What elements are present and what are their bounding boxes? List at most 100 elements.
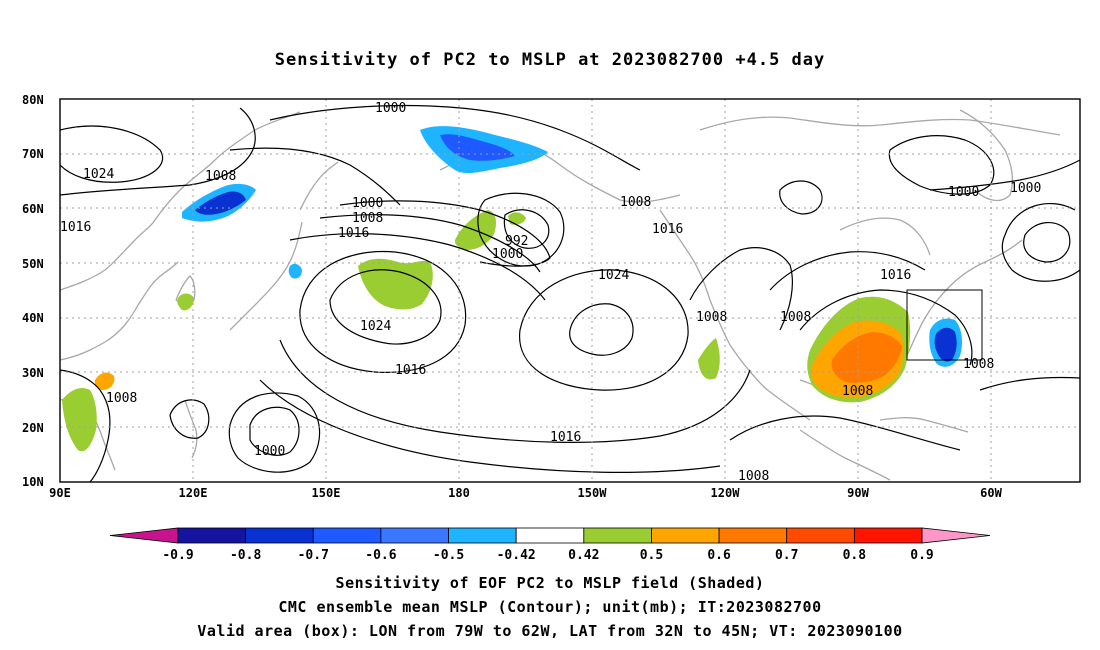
contour-na-1008 bbox=[689, 247, 793, 331]
shade-atlantic-blue-core bbox=[934, 327, 957, 362]
caption-line-2: CMC ensemble mean MSLP (Contour); unit(m… bbox=[278, 598, 822, 616]
contour-small-low-na bbox=[779, 180, 823, 215]
lon-label: 60W bbox=[980, 486, 1002, 500]
contour-label: 1000 bbox=[254, 444, 285, 459]
colorbar-tick-label: 0.9 bbox=[910, 548, 933, 563]
latitude-labels: 80N 70N 60N 50N 40N 30N 20N 10N bbox=[22, 93, 44, 489]
coast-kamchatka bbox=[299, 161, 339, 211]
colorbar-tick-label: -0.6 bbox=[365, 548, 396, 563]
lat-label: 30N bbox=[22, 366, 44, 380]
contour-na-1008-east bbox=[799, 289, 973, 366]
contour-north-1008 bbox=[229, 147, 401, 206]
colorbar-swatch bbox=[718, 527, 788, 544]
shade-okhotsk-blue-core bbox=[195, 191, 246, 215]
coast-caribbean bbox=[879, 417, 969, 433]
contour-wide-1016 bbox=[279, 339, 751, 443]
shade-na-darkorange bbox=[831, 332, 902, 383]
colorbar-tick-label: 0.5 bbox=[640, 548, 663, 563]
contour-label: 1008 bbox=[842, 384, 873, 399]
contour-label: 1024 bbox=[598, 268, 629, 283]
graticule bbox=[60, 99, 1080, 482]
valid-area-box bbox=[906, 289, 983, 361]
lat-label: 40N bbox=[22, 311, 44, 325]
lon-label: 150W bbox=[578, 486, 608, 500]
contour-tropic-1016-east bbox=[979, 376, 1080, 391]
contour-low-1008-tropic bbox=[228, 392, 321, 473]
colorbar-swatch bbox=[245, 527, 314, 544]
contour-label: 1008 bbox=[780, 310, 811, 325]
lon-label: 150E bbox=[312, 486, 341, 500]
contour-india-1008 bbox=[60, 369, 111, 482]
contour-label: 1000 bbox=[352, 196, 383, 211]
shade-baja-green bbox=[698, 338, 720, 380]
contour-high-1024-central bbox=[519, 269, 689, 391]
colorbar-arrow-right bbox=[921, 527, 991, 544]
contour-label: 1008 bbox=[738, 469, 769, 484]
colorbar-swatch bbox=[177, 527, 247, 544]
contour-label: 1008 bbox=[696, 310, 727, 325]
contour-wide-1008 bbox=[259, 379, 721, 474]
colorbar-tick-label: -0.7 bbox=[298, 548, 329, 563]
contour-low-992 bbox=[503, 209, 550, 249]
shade-india-green bbox=[62, 388, 97, 452]
chart-title: Sensitivity of PC2 to MSLP at 2023082700… bbox=[274, 50, 826, 70]
lat-label: 60N bbox=[22, 202, 44, 216]
contour-atl-low bbox=[1023, 222, 1071, 263]
lat-label: 50N bbox=[22, 257, 44, 271]
contour-label: 1000 bbox=[375, 101, 406, 116]
contour-label: 1000 bbox=[492, 247, 523, 262]
contour-label: 1016 bbox=[652, 222, 683, 237]
lon-label: 90E bbox=[49, 486, 71, 500]
coast-namerica-east bbox=[904, 239, 1023, 361]
colorbar-tick-label: -0.8 bbox=[230, 548, 261, 563]
contour-label-group: 1000 1024 1008 1016 1000 1008 1016 992 1… bbox=[60, 101, 1041, 484]
lon-label: 180 bbox=[448, 486, 470, 500]
contour-asia-1024 bbox=[60, 125, 164, 183]
coast-japan bbox=[229, 221, 303, 331]
colorbar-tick-label: 0.6 bbox=[707, 548, 731, 563]
shade-pacific-green bbox=[358, 258, 433, 310]
shade-aleutian-green-small bbox=[508, 212, 526, 225]
colorbar-swatch bbox=[651, 527, 720, 544]
contour-low-1000 bbox=[477, 192, 565, 267]
coast-central-america bbox=[799, 429, 891, 481]
colorbar-swatch bbox=[583, 527, 652, 544]
contour-label: 1016 bbox=[60, 220, 91, 235]
lon-label: 120E bbox=[179, 486, 208, 500]
contour-east-1000 bbox=[929, 159, 1080, 191]
lat-label: 20N bbox=[22, 421, 44, 435]
shade-china-green bbox=[177, 293, 194, 311]
colorbar-swatch bbox=[786, 527, 855, 544]
coast-namerica-west bbox=[659, 209, 811, 421]
longitude-labels: 90E 120E 150E 180 150W 120W 90W 60W bbox=[49, 486, 1002, 500]
caption-line-1: Sensitivity of EOF PC2 to MSLP field (Sh… bbox=[335, 574, 765, 592]
coast-arctic bbox=[699, 116, 1061, 136]
contour-label: 1008 bbox=[352, 211, 383, 226]
colorbar-tick-label: -0.9 bbox=[162, 548, 193, 563]
colorbar-tick-label: 0.8 bbox=[843, 548, 867, 563]
contour-label: 1024 bbox=[83, 167, 114, 182]
contour-tropic-1008-east bbox=[729, 415, 961, 451]
contour-label: 1016 bbox=[338, 226, 369, 241]
contour-high-1024-west bbox=[329, 269, 442, 345]
contour-label: 1016 bbox=[880, 268, 911, 283]
coast-china bbox=[60, 261, 179, 361]
contour-low-phil bbox=[169, 399, 210, 439]
contour-ring-1016 bbox=[289, 233, 546, 301]
contour-label: 1024 bbox=[360, 319, 391, 334]
contour-label: 1000 bbox=[948, 185, 979, 200]
lon-label: 120W bbox=[711, 486, 741, 500]
colorbar-tick-label: 0.42 bbox=[568, 548, 599, 563]
contour-high-inner bbox=[569, 303, 634, 356]
contour-north-1000 bbox=[269, 104, 641, 171]
colorbar-tick-label: -0.42 bbox=[497, 548, 536, 563]
contour-label: 992 bbox=[505, 234, 528, 249]
colorbar-swatch bbox=[380, 527, 449, 544]
coast-philippines bbox=[184, 399, 198, 459]
coast-greenland bbox=[959, 109, 1014, 202]
caption-line-3: Valid area (box): LON from 79W to 62W, L… bbox=[197, 622, 903, 640]
colorbar-swatch bbox=[515, 527, 585, 544]
contour-label: 1008 bbox=[106, 391, 137, 406]
map-layer: 1000 1024 1008 1016 1000 1008 1016 992 1… bbox=[60, 99, 1080, 484]
colorbar-swatch bbox=[853, 527, 923, 544]
